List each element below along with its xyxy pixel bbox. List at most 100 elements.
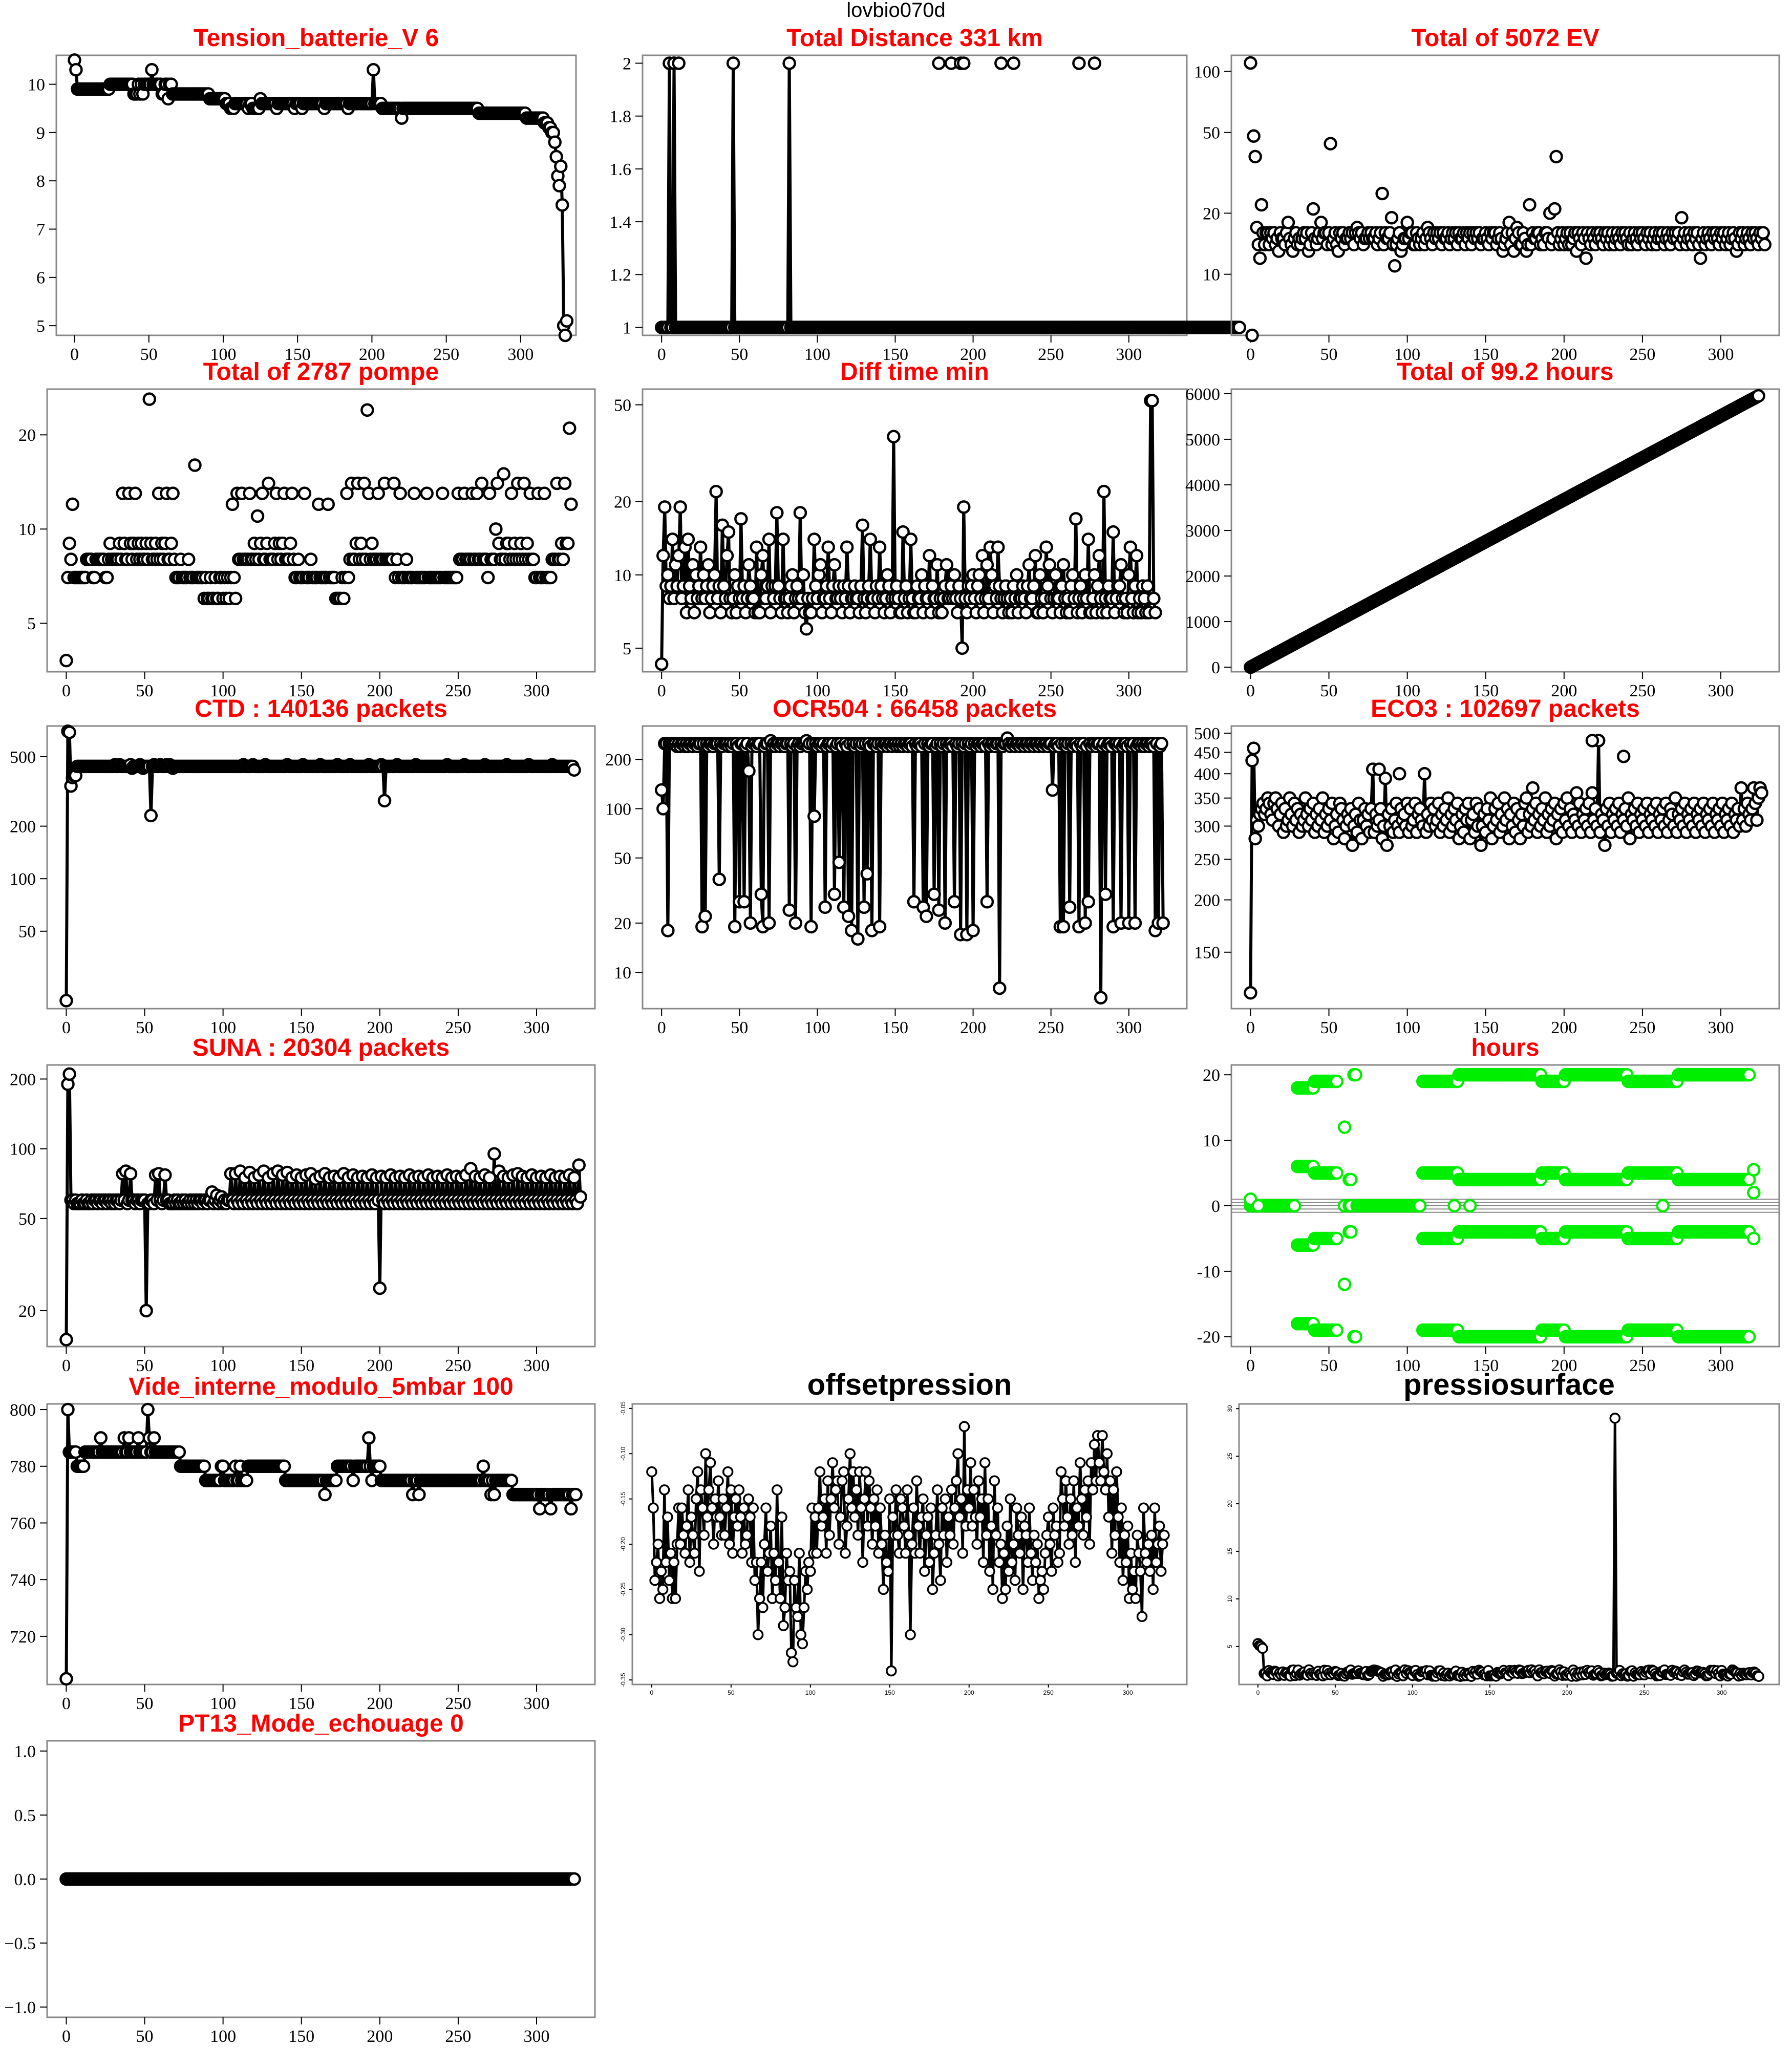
data-point bbox=[436, 486, 450, 500]
data-point bbox=[360, 403, 374, 417]
data-point bbox=[538, 486, 551, 500]
y-tick-label: 200 bbox=[10, 818, 36, 837]
x-tick-label: 150 bbox=[882, 1018, 908, 1037]
x-tick-label: 300 bbox=[1116, 1018, 1142, 1037]
data-point bbox=[504, 1474, 519, 1487]
x-tick-label: 100 bbox=[210, 1018, 236, 1037]
y-tick-label: 1.4 bbox=[610, 213, 632, 232]
data-point bbox=[166, 486, 180, 500]
x-tick-label: 0 bbox=[657, 345, 666, 364]
x-tick-label: 300 bbox=[524, 1018, 550, 1037]
y-tick-label: -20 bbox=[1197, 1328, 1220, 1347]
data-point bbox=[555, 198, 569, 212]
data-point bbox=[687, 606, 701, 620]
y-tick-label: 200 bbox=[10, 1070, 36, 1089]
data-point bbox=[548, 135, 562, 150]
y-tick-label: 50 bbox=[614, 849, 631, 868]
chart-title: Total of 2787 pompe bbox=[203, 358, 439, 386]
x-tick-label: 250 bbox=[433, 345, 459, 364]
data-point bbox=[726, 56, 740, 70]
data-point bbox=[940, 558, 954, 572]
x-tick-label: 250 bbox=[1629, 345, 1655, 364]
y-tick-label: 4000 bbox=[1185, 476, 1220, 495]
chart-title: Total of 5072 EV bbox=[1411, 25, 1599, 52]
data-point bbox=[61, 1402, 75, 1417]
panel-hours: Total of 99.2 hours 0 50 100 150 200 250 300 0 10… bbox=[1185, 353, 1780, 702]
y-tick-label: 500 bbox=[10, 748, 36, 767]
data-point bbox=[1378, 771, 1393, 785]
data-point bbox=[840, 540, 854, 554]
data-point bbox=[572, 1158, 586, 1172]
y-tick-label: 0 bbox=[1211, 1197, 1220, 1216]
data-point bbox=[991, 540, 1005, 554]
plot-frame bbox=[642, 388, 1188, 673]
data-point bbox=[142, 392, 156, 406]
data-point bbox=[772, 579, 785, 593]
x-tick-label: 50 bbox=[1320, 1018, 1338, 1037]
y-tick-label: -10 bbox=[1197, 1263, 1220, 1282]
data-point bbox=[412, 1487, 426, 1502]
series-line bbox=[662, 61, 1240, 329]
data-point bbox=[1254, 198, 1269, 212]
data-point bbox=[1281, 216, 1295, 229]
data-point bbox=[59, 653, 73, 668]
data-point bbox=[59, 1672, 73, 1686]
x-tick-label: 300 bbox=[1708, 1018, 1734, 1037]
x-tick-label: 100 bbox=[804, 1018, 830, 1037]
data-point bbox=[1122, 568, 1136, 582]
x-tick-label: 50 bbox=[731, 345, 748, 364]
data-point bbox=[1393, 766, 1406, 781]
data-point bbox=[932, 903, 946, 917]
x-tick-label: 300 bbox=[1708, 345, 1734, 364]
data-point bbox=[681, 532, 695, 546]
data-point bbox=[1156, 916, 1170, 930]
chart-title: OCR504 : 66458 packets bbox=[773, 695, 1057, 722]
data-point bbox=[482, 1170, 497, 1185]
data-point bbox=[788, 916, 803, 930]
data-point bbox=[567, 1170, 581, 1185]
data-point bbox=[561, 537, 575, 550]
data-point bbox=[1598, 838, 1612, 852]
data-point bbox=[141, 1402, 155, 1417]
data-point bbox=[1092, 548, 1106, 563]
data-point bbox=[517, 476, 531, 490]
data-point bbox=[277, 1459, 291, 1474]
y-tick-label: 20 bbox=[614, 914, 631, 933]
data-point bbox=[284, 537, 297, 550]
data-point bbox=[1324, 137, 1337, 151]
data-point bbox=[746, 591, 760, 606]
data-point bbox=[377, 794, 392, 808]
data-point bbox=[1065, 568, 1080, 582]
data-point bbox=[1147, 591, 1161, 606]
data-point bbox=[1072, 56, 1086, 70]
data-point bbox=[172, 1445, 186, 1459]
data-point bbox=[762, 532, 776, 546]
data-point bbox=[1145, 394, 1159, 408]
data-point bbox=[1087, 568, 1102, 582]
data-point bbox=[753, 606, 767, 620]
data-point bbox=[1244, 986, 1257, 1000]
chart-title: Vide_interne_modulo_5mbar 100 bbox=[129, 1373, 513, 1400]
chart-title: CTD : 140136 packets bbox=[195, 695, 447, 722]
y-tick-label: 20 bbox=[614, 493, 631, 512]
y-tick-label: 1 bbox=[623, 318, 631, 337]
x-tick-label: 250 bbox=[445, 681, 471, 700]
data-point bbox=[935, 606, 949, 620]
data-point bbox=[754, 568, 769, 582]
panel-vide: Vide_interne_modulo_5mbar 100 0 50 100 150 20… bbox=[10, 1368, 596, 1715]
y-tick-label: 740 bbox=[10, 1571, 36, 1590]
data-point bbox=[1148, 606, 1162, 620]
data-point bbox=[1251, 1199, 1266, 1213]
data-point bbox=[1549, 150, 1563, 164]
x-tick-label: 150 bbox=[288, 1694, 314, 1713]
plot-frame bbox=[46, 388, 596, 673]
data-point bbox=[756, 548, 770, 563]
chart-title: Total Distance 331 km bbox=[786, 25, 1043, 52]
data-point bbox=[1247, 129, 1261, 143]
data-point bbox=[1372, 762, 1386, 776]
x-tick-label: 50 bbox=[1320, 681, 1338, 700]
data-point bbox=[1344, 1225, 1358, 1239]
x-tick-label: 200 bbox=[367, 1018, 393, 1037]
